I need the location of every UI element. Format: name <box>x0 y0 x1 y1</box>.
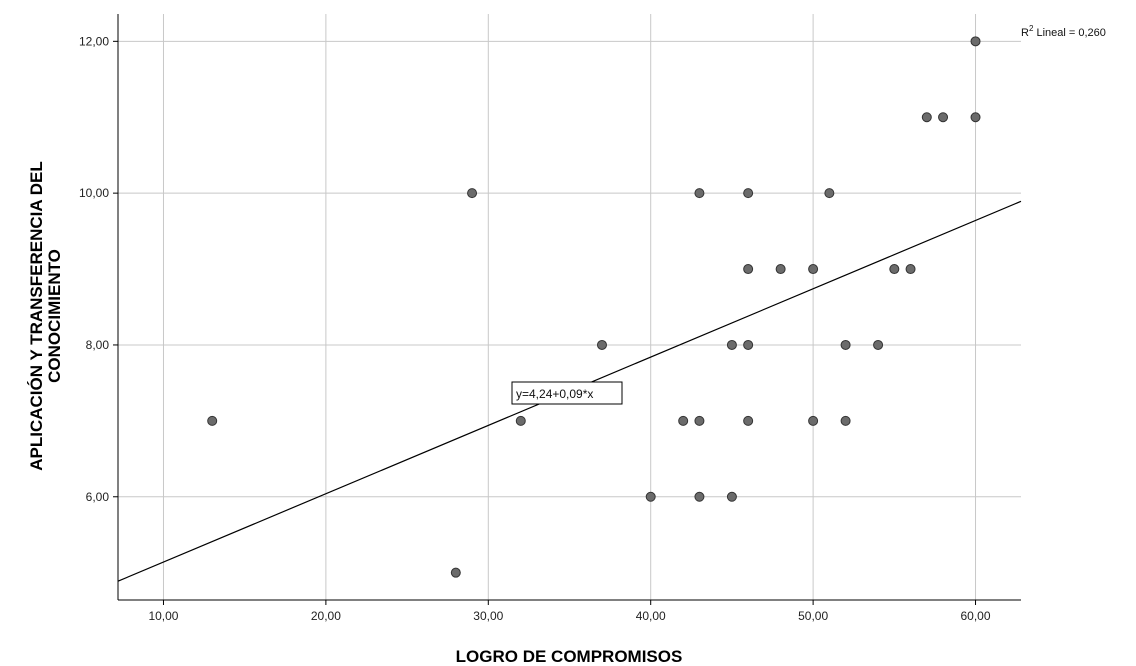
data-point <box>450 567 461 578</box>
data-point <box>743 188 754 199</box>
y-tick-label: 8,00 <box>86 338 110 352</box>
y-axis-title-line2: CONOCIMIENTO <box>45 249 64 383</box>
data-point <box>596 339 607 350</box>
r2-label-prefix: R <box>1021 27 1029 39</box>
data-point <box>970 112 981 123</box>
y-axis-title-line1: APLICACIÓN Y TRANSFERENCIA DEL <box>27 161 46 471</box>
data-point <box>726 491 737 502</box>
data-point <box>207 415 218 426</box>
data-point <box>840 339 851 350</box>
x-axis-title: LOGRO DE COMPROMISOS <box>456 647 683 666</box>
r2-label: R2 Lineal = 0,260 <box>1021 24 1106 39</box>
grid-layer <box>118 14 1021 600</box>
points-layer <box>207 36 981 578</box>
x-tick-label: 60,00 <box>961 609 991 623</box>
data-point <box>775 264 786 275</box>
data-point <box>743 415 754 426</box>
equation-label: y=4,24+0,09*x <box>516 387 593 401</box>
data-point <box>840 415 851 426</box>
data-point <box>808 415 819 426</box>
axes-layer: 10,00 20,00 30,00 40,00 50,00 60,00 6,00 8,00 10… <box>79 14 1021 623</box>
data-point <box>694 491 705 502</box>
data-point <box>743 264 754 275</box>
data-point <box>694 188 705 199</box>
data-point <box>743 339 754 350</box>
x-tick-label: 40,00 <box>636 609 666 623</box>
data-point <box>645 491 656 502</box>
x-tick-label: 20,00 <box>311 609 341 623</box>
y-tick-label: 10,00 <box>79 186 109 200</box>
x-tick-label: 50,00 <box>798 609 828 623</box>
x-tick-label: 30,00 <box>473 609 503 623</box>
data-point <box>678 415 689 426</box>
y-tick-label: 6,00 <box>86 490 110 504</box>
r2-label-sup: 2 <box>1029 24 1034 33</box>
data-point <box>905 264 916 275</box>
data-point <box>970 36 981 47</box>
x-tick-label: 10,00 <box>148 609 178 623</box>
data-point <box>873 339 884 350</box>
data-point <box>921 112 932 123</box>
data-point <box>808 264 819 275</box>
data-point <box>515 415 526 426</box>
data-point <box>726 339 737 350</box>
data-point <box>889 264 900 275</box>
r2-label-suffix: Lineal = 0,260 <box>1033 27 1105 39</box>
data-point <box>467 188 478 199</box>
annotation-layer: y=4,24+0,09*x R2 Lineal = 0,260 <box>511 24 1106 405</box>
data-point <box>824 188 835 199</box>
data-point <box>938 112 949 123</box>
y-tick-label: 12,00 <box>79 34 109 48</box>
equation-box <box>511 381 623 405</box>
data-point <box>694 415 705 426</box>
